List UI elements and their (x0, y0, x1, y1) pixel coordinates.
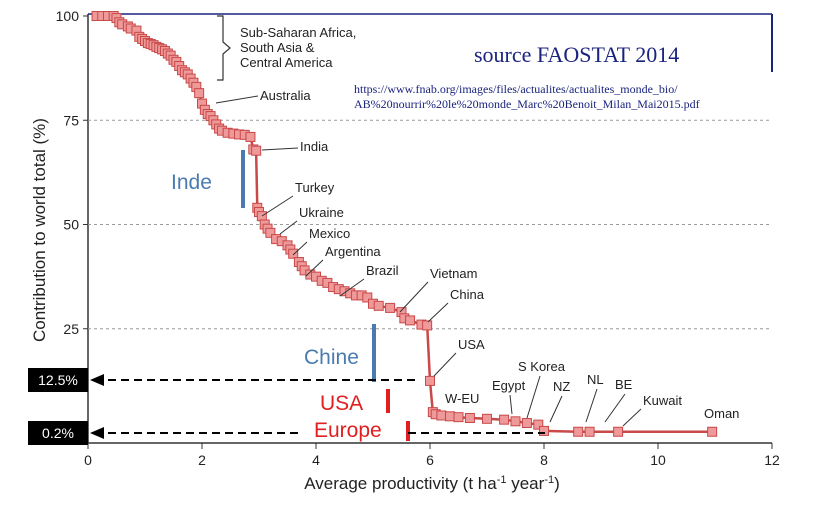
grid-lines (88, 119, 772, 330)
source-url-line1: https://www.fnab.org/images/files/actual… (354, 82, 678, 96)
data-point (373, 300, 384, 311)
data-point (521, 417, 532, 428)
europe-label: Europe (314, 419, 382, 442)
leader-australia (215, 95, 259, 104)
source-url-line2: AB%20nourrir%20le%20monde_Marc%20Benoit_… (354, 97, 700, 111)
chine-marker: Chine (304, 324, 376, 382)
data-point (385, 302, 396, 313)
annotation-oman: Oman (704, 406, 739, 421)
leader-china (427, 302, 449, 323)
box-0-2-text: 0.2% (42, 425, 74, 441)
inde-marker: Inde (171, 150, 245, 208)
usa-overlay-label: USA (320, 392, 363, 415)
annotation-nz: NZ (553, 379, 570, 394)
x-axis-title: Average productivity (t ha-1 year-1) (304, 474, 560, 493)
annotation-argentina: Argentina (325, 244, 381, 259)
data-point (251, 145, 262, 156)
data-point (425, 375, 435, 386)
y-axis-title: Contribution to world total (%) (30, 118, 49, 342)
x-tick-label: 0 (84, 452, 92, 468)
annotation-s-korea: S Korea (518, 359, 566, 374)
europe-marker: Europe (314, 419, 410, 442)
x-tick-label: 12 (764, 452, 780, 468)
annotation-kuwait: Kuwait (643, 393, 682, 408)
leader-egypt (509, 394, 513, 415)
annotation-mexico: Mexico (309, 226, 350, 241)
box-12-5 (28, 368, 88, 392)
data-point (464, 412, 475, 423)
x-tick-label: 10 (650, 452, 666, 468)
leader-argentina (305, 259, 324, 277)
data-point (499, 414, 510, 425)
box-12-5-text: 12.5% (38, 372, 78, 388)
data-point (245, 131, 256, 142)
annotation-ukraine: Ukraine (299, 205, 344, 220)
data-point (539, 425, 549, 436)
x-tick-label: 4 (312, 452, 320, 468)
data-point (533, 419, 544, 430)
leader-nl (585, 388, 598, 423)
x-axis: 0 2 4 6 8 10 12 (84, 443, 780, 468)
leader-be (604, 393, 626, 423)
country-annotations: Sub-Saharan Africa, South Asia & Central A… (215, 25, 739, 427)
annotation-be: BE (615, 377, 633, 392)
leader-vietnam (399, 281, 429, 313)
annotation-w-eu: W-EU (445, 391, 479, 406)
data-point (436, 410, 447, 421)
data-point (707, 426, 718, 437)
data-point (510, 416, 521, 427)
x-tick-label: 8 (540, 452, 548, 468)
annotation-brazil: Brazil (366, 263, 399, 278)
data-series (91, 11, 718, 437)
annotation-australia: Australia (260, 88, 311, 103)
annotation-india: India (300, 139, 329, 154)
annotation-vietnam: Vietnam (430, 266, 477, 281)
x-tick-label: 6 (426, 452, 434, 468)
data-point (265, 227, 276, 238)
data-point (194, 88, 205, 99)
annotation-sub-saharan-africa: Sub-Saharan Africa, South Asia & Central A… (240, 25, 356, 70)
leader-brazil (339, 278, 365, 297)
data-point (453, 412, 464, 423)
annotation-usa: USA (458, 337, 485, 352)
annotation-egypt: Egypt (492, 378, 526, 393)
leader-usa (433, 352, 457, 377)
data-point (444, 411, 455, 422)
source-title: source FAOSTAT 2014 (474, 42, 679, 67)
annotation-turkey: Turkey (295, 180, 335, 195)
data-point (362, 292, 373, 303)
y-tick-label: 25 (63, 321, 79, 337)
leader-mexico (292, 241, 308, 256)
leader-turkey (261, 195, 294, 217)
box-0-2 (28, 421, 88, 445)
leader-s-korea (526, 375, 541, 419)
annotation-china: China (450, 287, 485, 302)
data-point (422, 320, 433, 331)
data-point (256, 211, 267, 222)
leader-kuwait (622, 408, 642, 427)
y-tick-label: 50 (63, 217, 79, 233)
data-point (482, 413, 492, 424)
leader-nz (549, 395, 563, 423)
leader-ukraine (279, 220, 298, 235)
data-point (405, 315, 416, 326)
chine-label: Chine (304, 346, 359, 369)
arrow-12-5: 12.5% (28, 368, 420, 392)
y-tick-label: 75 (63, 112, 79, 128)
sub-saharan-bracket (217, 15, 231, 81)
x-tick-label: 2 (198, 452, 206, 468)
y-axis: 25 50 75 100 (56, 8, 88, 337)
data-point (613, 426, 624, 437)
inde-label: Inde (171, 171, 212, 194)
data-point (584, 426, 595, 437)
data-point (573, 426, 584, 437)
arrow-0-2: 0.2% (28, 421, 545, 445)
leader-india (261, 147, 299, 151)
y-tick-label: 100 (56, 8, 80, 24)
usa-marker: USA (320, 389, 390, 415)
annotation-nl: NL (587, 372, 604, 387)
data-point (288, 248, 299, 259)
